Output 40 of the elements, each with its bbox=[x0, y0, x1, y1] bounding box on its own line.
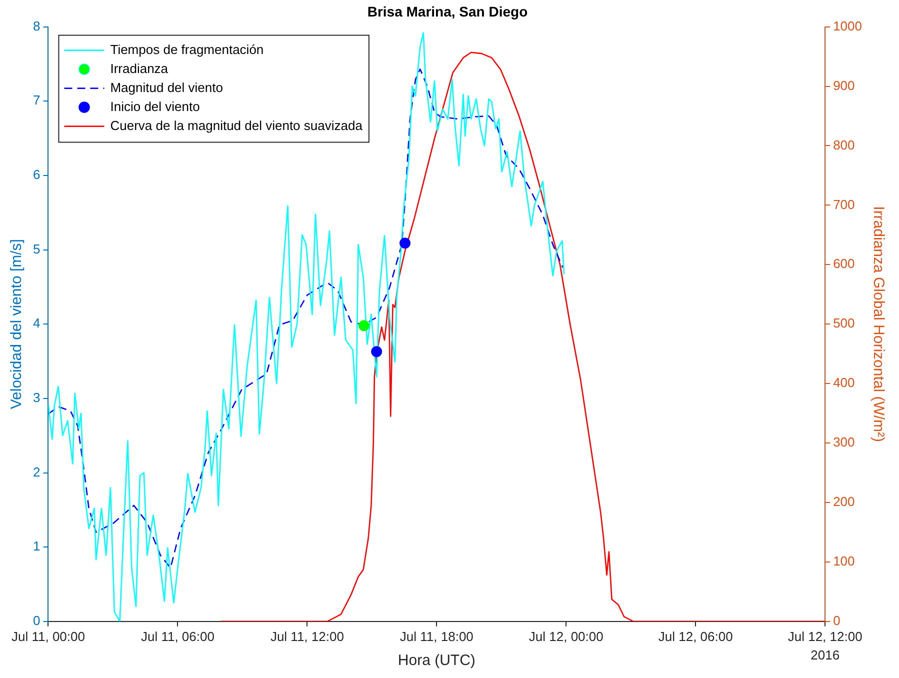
x-tick-label: Jul 11, 12:00 bbox=[270, 628, 344, 644]
y2-tick-label: 1000 bbox=[833, 18, 862, 34]
y-tick-label: 1 bbox=[32, 538, 40, 554]
x-tick-label: Jul 11, 18:00 bbox=[400, 628, 474, 644]
point bbox=[358, 320, 370, 332]
chart-title: Brisa Marina, San Diego bbox=[367, 3, 528, 20]
y2-axis-title: Irradianza Global Horizontal (W/m²) bbox=[870, 206, 887, 442]
y-tick-label: 3 bbox=[32, 390, 40, 406]
y-tick-label: 8 bbox=[32, 18, 40, 34]
y2-tick-label: 300 bbox=[833, 434, 855, 450]
y-tick-label: 4 bbox=[32, 316, 40, 331]
point bbox=[400, 238, 411, 249]
legend-label: Tiempos de fragmentación bbox=[110, 42, 264, 57]
y2-tick-label: 500 bbox=[833, 316, 855, 331]
legend-label: Magnitud del viento bbox=[110, 80, 223, 95]
y2-tick-label: 900 bbox=[833, 78, 855, 93]
x-tick-label: Jul 11, 06:00 bbox=[140, 628, 214, 644]
y2-tick-label: 400 bbox=[833, 375, 855, 390]
y-tick-label: 2 bbox=[32, 464, 40, 480]
y2-tick-label: 100 bbox=[833, 554, 855, 569]
x-tick-label: Jul 11, 00:00 bbox=[11, 628, 85, 644]
y-tick-label: 7 bbox=[32, 92, 40, 108]
x-tick-label: Jul 12, 06:00 bbox=[658, 628, 733, 644]
y-tick-label: 6 bbox=[32, 167, 40, 182]
legend-label: Cuerva de la magnitud del viento suavizada bbox=[110, 118, 364, 133]
legend-label: Irradianza bbox=[110, 60, 169, 76]
y-axis-title: Velocidad del viento [m/s] bbox=[8, 239, 26, 410]
x-axis-title: Hora (UTC) bbox=[398, 652, 476, 670]
y2-tick-label: 700 bbox=[833, 196, 855, 212]
y2-tick-label: 200 bbox=[833, 494, 855, 510]
text: 2016 bbox=[810, 647, 840, 662]
x-tick-label: Jul 12, 12:00 bbox=[788, 628, 862, 644]
x-tick-label: Jul 12, 00:00 bbox=[528, 628, 604, 644]
point bbox=[371, 346, 382, 358]
legend-label: Inicio del viento bbox=[110, 98, 200, 114]
y2-tick-label: 800 bbox=[833, 137, 855, 152]
y-tick-label: 0 bbox=[32, 612, 40, 628]
y2-tick-label: 0 bbox=[833, 612, 840, 628]
y-tick-label: 5 bbox=[32, 241, 40, 256]
y2-tick-label: 600 bbox=[833, 256, 855, 272]
